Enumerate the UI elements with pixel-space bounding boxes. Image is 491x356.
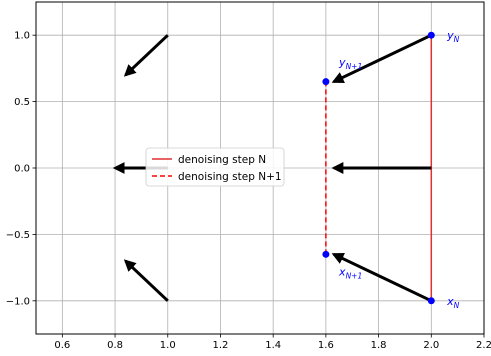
arrow (123, 259, 169, 302)
point-label: yN (446, 29, 460, 44)
x-tick-label: 1.8 (371, 340, 387, 351)
arrows (112, 33, 432, 303)
point-label: xN+1 (338, 266, 362, 281)
y-tick-label: −0.5 (6, 230, 30, 241)
data-point (322, 250, 330, 258)
x-tick-label: 1.6 (318, 340, 334, 351)
point-label: xN (446, 295, 460, 310)
x-tick-label: 1.2 (213, 340, 229, 351)
x-tick-label: 0.8 (107, 340, 123, 351)
point-labels: yN xN yN+1 xN+1 (338, 29, 460, 310)
y-tick-label: 0.5 (14, 97, 30, 108)
axis-ticks: 0.6 0.8 1.0 1.2 1.4 1.6 1.8 2.0 2.2 −1.0 −0.5 0.0 0.… (6, 31, 491, 351)
arrow (331, 33, 432, 84)
y-tick-label: −1.0 (6, 296, 30, 307)
y-tick-label: 1.0 (14, 31, 30, 42)
data-point (322, 78, 330, 86)
arrow (123, 34, 169, 77)
y-tick-label: 0.0 (14, 164, 30, 175)
x-tick-label: 2.0 (423, 340, 439, 351)
x-tick-label: 1.4 (265, 340, 281, 351)
x-tick-label: 2.2 (476, 340, 491, 351)
points (322, 31, 435, 305)
data-point (427, 297, 435, 305)
legend: denoising step N denoising step N+1 (145, 147, 285, 187)
legend-box (145, 147, 285, 187)
legend-label: denoising step N (178, 154, 266, 166)
data-point (427, 31, 435, 39)
point-label: yN+1 (338, 56, 362, 71)
x-tick-label: 0.6 (54, 340, 70, 351)
arrow (331, 252, 432, 303)
x-tick-label: 1.0 (160, 340, 176, 351)
legend-label: denoising step N+1 (178, 171, 282, 183)
